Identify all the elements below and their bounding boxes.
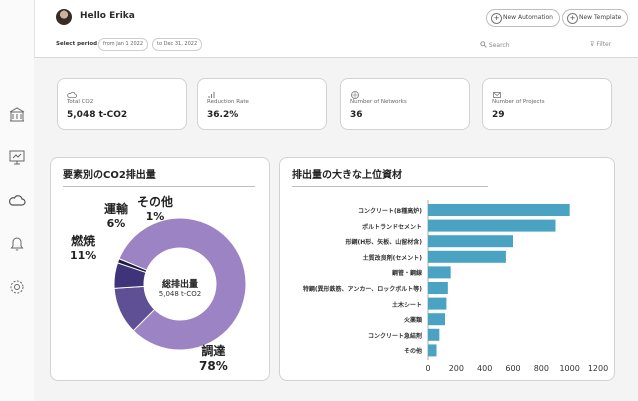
filter-button[interactable]: ⊽ Filter [590,41,611,48]
kpi-label: Reduction Rate [207,99,249,105]
sidebar [0,0,35,401]
bar-category-label: 火薬類 [403,317,422,325]
kpi-value: 36 [350,110,363,120]
label-procurement: 調達 78% [199,342,228,373]
slice-percent: 78% [199,359,228,373]
x-tick-label: 0 [425,364,431,373]
network-icon [350,85,360,99]
x-tick-label: 200 [448,364,464,373]
greeting: Hello Erika [80,11,135,21]
bar-7[interactable] [428,313,445,326]
bar-0[interactable] [428,204,570,216]
bar-4[interactable] [428,266,451,279]
new-automation-button[interactable]: + New Automation [486,9,560,27]
kpi-value: 29 [492,110,505,120]
top-materials-panel: 排出量の大きな上位資材 コンクリート(B種高炉) ポルトランドセメント形鋼(H形、… [279,157,615,381]
kpi-card-networks[interactable]: Number of Networks 36 [340,78,470,130]
x-tick-label: 400 [477,364,493,373]
panel-title: 要素別のCO2排出量 [63,170,156,181]
kpi-card-reduction-rate[interactable]: Reduction Rate 36.2% [197,78,327,130]
bar-5[interactable] [428,282,448,294]
mail-icon [492,85,502,98]
avatar[interactable] [56,9,72,25]
slice-name: 調達 [201,344,226,358]
settings-icon[interactable] [8,278,26,296]
bar-chart-icon [207,85,217,98]
slice-name: 燃焼 [71,234,96,248]
x-tick-label: 600 [505,364,521,373]
slice-percent: 11% [70,249,97,262]
panel-title: 排出量の大きな上位資材 [292,170,402,181]
kpi-card-total-co2[interactable]: Total CO2 5,048 t-CO2 [57,78,187,130]
panel-rule [63,186,255,187]
slice-name: 運輸 [104,202,129,216]
search-placeholder: Search [488,42,510,49]
x-tick-label: 1000 [559,364,580,373]
plus-icon: + [491,13,502,24]
bar-category-label: 形鋼(H形、矢板、山留材含) [345,239,422,247]
kpi-label: Number of Networks [350,99,407,105]
date-from-field[interactable]: from Jan 1 2022 [98,38,149,51]
cloud-icon [67,85,78,98]
bar-3[interactable] [428,250,506,263]
kpi-value: 5,048 t-CO2 [67,110,128,120]
bar-6[interactable] [428,297,447,310]
donut-center-title: 総排出量 [161,280,198,290]
bar-category-label: 土木シート [391,301,422,309]
bar-category-label: コンクリート急結剤 [367,332,422,340]
donut-chart [113,217,247,351]
search-input[interactable]: Search [480,41,510,49]
label-other: その他 1% [137,193,173,223]
top-bar: Hello Erika + New Automation + New Templ… [34,0,638,60]
plus-icon: + [567,13,578,24]
bar-category-label: 土質改良剤(セメント) [362,254,422,262]
bell-icon[interactable] [8,234,26,252]
date-to-field[interactable]: to Dec 31, 2022 [152,38,203,51]
x-tick-label: 800 [533,364,549,373]
kpi-card-projects[interactable]: Number of Projects 29 [482,78,612,130]
header-divider [34,57,638,58]
bar-category-label: ポルトランドセメント [362,223,422,231]
panel-rule [292,186,488,187]
kpi-value: 36.2% [207,110,239,120]
x-tick-label: 1200 [587,364,609,373]
emissions-by-element-panel: 要素別のCO2排出量 総排出量 5,048 t-CO2 運輸 6% その他 1%… [50,157,270,381]
donut-slice-0[interactable] [118,217,247,351]
bar-8[interactable] [428,328,440,341]
cloud-icon[interactable] [8,192,26,210]
donut-slice-3[interactable] [116,258,148,274]
bar-2[interactable] [428,235,513,248]
label-transport: 運輸 6% [104,200,128,230]
building-icon[interactable] [8,105,26,123]
presentation-icon[interactable] [8,148,26,166]
label-combustion: 燃焼 11% [70,232,96,262]
slice-percent: 6% [106,217,126,230]
bar-1[interactable] [428,219,556,232]
new-template-button[interactable]: + New Template [562,9,629,27]
bar-category-label: コンクリート(B種高炉) [357,208,422,215]
new-automation-label: New Automation [503,14,553,21]
kpi-label: Total CO2 [67,99,94,105]
bar-category-label: 特鋼(異形鉄筋、アンカー、ロックボルト等) [302,286,422,293]
filter-icon: ⊽ [590,41,595,48]
slice-name: その他 [137,195,174,209]
bar-category-label: 鋼管・鋼線 [391,270,422,278]
bar-9[interactable] [428,344,437,357]
filter-label: Filter [596,41,612,48]
new-template-label: New Template [579,14,622,21]
slice-percent: 1% [145,210,165,223]
period-label: Select period [56,41,98,47]
kpi-label: Number of Projects [492,99,545,105]
bar-category-label: その他 [403,348,422,356]
donut-center-subtitle: 5,048 t-CO2 [158,290,202,298]
bar-chart [427,200,570,360]
search-icon [480,41,487,48]
